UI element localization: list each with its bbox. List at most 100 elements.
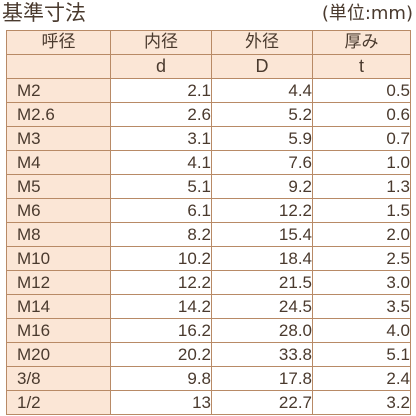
cell-value: 33.8 [278,345,312,364]
symbol-header-row: d D t [6,54,411,79]
thickness-cell: 3.2 [312,390,411,415]
table-row: M10 10.2 18.4 2.5 [6,246,411,271]
outer-diameter-cell: 5.2 [211,102,313,127]
thickness-cell: 4.0 [312,318,411,343]
cell-value: 10.2 [177,249,211,268]
thickness-cell: 1.3 [312,174,411,199]
cell-value: 3.5 [386,297,410,316]
unit-label: (単位:mm) [321,3,413,24]
cell-value: 24.5 [278,297,312,316]
cell-value: 22.7 [278,393,312,412]
table-row: 3/8 9.8 17.8 2.4 [6,366,411,391]
outer-diameter-cell: 5.9 [211,126,313,151]
inner-diameter-cell: 20.2 [110,342,212,367]
cell-value: 15.4 [278,225,312,244]
table-row: M3 3.1 5.9 0.7 [6,126,411,151]
cell-value: 4.1 [187,153,211,172]
table-row: M6 6.1 12.2 1.5 [6,198,411,223]
symbol-thickness: t [312,54,411,79]
cell-value: 12.2 [278,201,312,220]
inner-diameter-cell: 6.1 [110,198,212,223]
nominal-cell: M8 [6,222,111,247]
cell-value: 0.6 [386,105,410,124]
nominal-cell: M5 [6,174,111,199]
nominal-cell: M14 [6,294,111,319]
cell-value: 0.5 [386,81,410,100]
outer-diameter-cell: 22.7 [211,390,313,415]
cell-value: 18.4 [278,249,312,268]
thickness-cell: 1.5 [312,198,411,223]
column-header-row: 呼径 内径 外径 厚み [6,30,411,55]
table-row: M5 5.1 9.2 1.3 [6,174,411,199]
inner-diameter-cell: 10.2 [110,246,212,271]
inner-diameter-cell: 3.1 [110,126,212,151]
outer-diameter-cell: 24.5 [211,294,313,319]
outer-diameter-cell: 4.4 [211,78,313,103]
inner-diameter-cell: 16.2 [110,318,212,343]
cell-value: 28.0 [278,321,312,340]
inner-diameter-cell: 2.1 [110,78,212,103]
column-header-outer: 外径 [211,30,313,55]
table-row: M8 8.2 15.4 2.0 [6,222,411,247]
cell-value: 14.2 [177,297,211,316]
thickness-cell: 2.0 [312,222,411,247]
inner-diameter-cell: 5.1 [110,174,212,199]
table-body: M2 2.1 4.4 0.5 M2.6 2.6 5.2 0.6 M3 3.1 5.9 0.7 M4 4.1… [6,78,411,415]
thickness-cell: 0.6 [312,102,411,127]
thickness-cell: 5.1 [312,342,411,367]
cell-value: 5.9 [288,129,312,148]
outer-diameter-cell: 7.6 [211,150,313,175]
nominal-cell: 1/2 [6,390,111,415]
outer-diameter-cell: 28.0 [211,318,313,343]
cell-value: 5.1 [386,345,410,364]
cell-value: 2.5 [386,249,410,268]
cell-value: 3.1 [187,129,211,148]
nominal-cell: M12 [6,270,111,295]
cell-value: 4.4 [288,81,312,100]
column-header-thickness: 厚み [312,30,411,55]
inner-diameter-cell: 12.2 [110,270,212,295]
outer-diameter-cell: 15.4 [211,222,313,247]
thickness-cell: 3.5 [312,294,411,319]
cell-value: 3.2 [386,393,410,412]
inner-diameter-cell: 9.8 [110,366,212,391]
table-row: M20 20.2 33.8 5.1 [6,342,411,367]
inner-diameter-cell: 14.2 [110,294,212,319]
title-row: 基準寸法 (単位:mm) [0,0,416,28]
table-row: M14 14.2 24.5 3.5 [6,294,411,319]
cell-value: 1.5 [386,201,410,220]
table-row: M12 12.2 21.5 3.0 [6,270,411,295]
cell-value: 5.1 [187,177,211,196]
outer-diameter-cell: 18.4 [211,246,313,271]
cell-value: 17.8 [278,369,312,388]
thickness-cell: 3.0 [312,270,411,295]
cell-value: 2.0 [386,225,410,244]
inner-diameter-cell: 4.1 [110,150,212,175]
cell-value: 3.0 [386,273,410,292]
thickness-cell: 0.7 [312,126,411,151]
nominal-cell: M2 [6,78,111,103]
outer-diameter-cell: 17.8 [211,366,313,391]
table-row: M2.6 2.6 5.2 0.6 [6,102,411,127]
cell-value: 2.6 [187,105,211,124]
thickness-cell: 2.5 [312,246,411,271]
cell-value: 2.4 [386,369,410,388]
cell-value: 8.2 [187,225,211,244]
column-header-nominal: 呼径 [6,30,111,55]
thickness-cell: 0.5 [312,78,411,103]
cell-value: 9.8 [187,369,211,388]
cell-value: 9.2 [288,177,312,196]
outer-diameter-cell: 33.8 [211,342,313,367]
symbol-inner: d [110,54,212,79]
nominal-cell: M16 [6,318,111,343]
inner-diameter-cell: 8.2 [110,222,212,247]
cell-value: 4.0 [386,321,410,340]
cell-value: 20.2 [177,345,211,364]
nominal-cell: M10 [6,246,111,271]
table-row: M2 2.1 4.4 0.5 [6,78,411,103]
cell-value: 2.1 [187,81,211,100]
symbol-outer: D [211,54,313,79]
cell-value: 6.1 [187,201,211,220]
cell-value: 7.6 [288,153,312,172]
nominal-cell: M6 [6,198,111,223]
